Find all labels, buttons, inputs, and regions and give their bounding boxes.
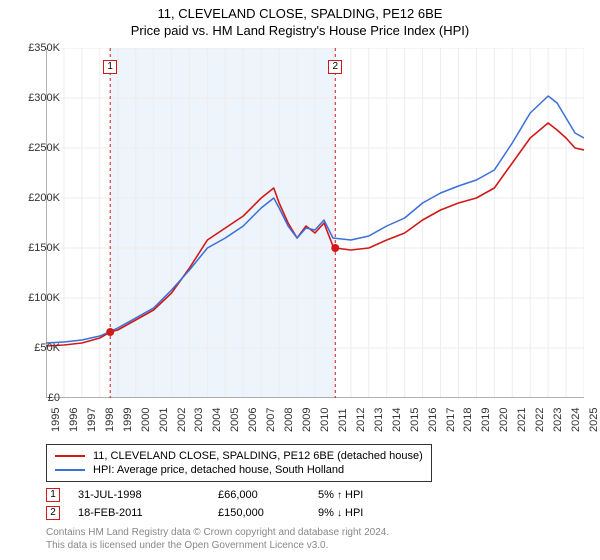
x-tick-label: 2012 bbox=[355, 408, 367, 432]
legend-label: 11, CLEVELAND CLOSE, SPALDING, PE12 6BE … bbox=[93, 450, 423, 462]
x-tick-label: 2002 bbox=[176, 408, 188, 432]
sale-marker-box: 2 bbox=[328, 60, 342, 74]
x-tick-label: 2008 bbox=[283, 408, 295, 432]
y-tick-label: £250K bbox=[16, 142, 60, 154]
sales-row: 1 31-JUL-1998£66,0005% ↑ HPI bbox=[46, 486, 438, 504]
x-tick-label: 2007 bbox=[265, 408, 277, 432]
x-tick-label: 2020 bbox=[498, 408, 510, 432]
x-tick-label: 2016 bbox=[427, 408, 439, 432]
y-tick-label: £200K bbox=[16, 192, 60, 204]
x-tick-label: 2000 bbox=[140, 408, 152, 432]
y-tick-label: £300K bbox=[16, 92, 60, 104]
y-tick-label: £100K bbox=[16, 292, 60, 304]
chart-area bbox=[46, 48, 584, 398]
x-tick-label: 2006 bbox=[247, 408, 259, 432]
x-tick-label: 2004 bbox=[211, 408, 223, 432]
x-tick-label: 2014 bbox=[391, 408, 403, 432]
legend-box: 11, CLEVELAND CLOSE, SPALDING, PE12 6BE … bbox=[46, 444, 432, 482]
sales-price: £150,000 bbox=[218, 507, 318, 519]
y-tick-label: £350K bbox=[16, 42, 60, 54]
x-tick-label: 2010 bbox=[319, 408, 331, 432]
y-tick-label: £0 bbox=[16, 392, 60, 404]
legend-swatch bbox=[55, 469, 85, 471]
sales-table: 1 31-JUL-1998£66,0005% ↑ HPI 2 18-FEB-2011£… bbox=[46, 486, 438, 522]
x-tick-label: 2017 bbox=[445, 408, 457, 432]
title-main: 11, CLEVELAND CLOSE, SPALDING, PE12 6BE bbox=[0, 6, 600, 21]
attribution-line1: Contains HM Land Registry data © Crown c… bbox=[46, 526, 389, 539]
x-tick-label: 2003 bbox=[193, 408, 205, 432]
legend-label: HPI: Average price, detached house, Sout… bbox=[93, 464, 344, 476]
x-tick-label: 2005 bbox=[229, 408, 241, 432]
x-tick-label: 2021 bbox=[516, 408, 528, 432]
sales-pct: 5% ↑ HPI bbox=[318, 489, 438, 501]
x-tick-label: 2024 bbox=[570, 408, 582, 432]
x-tick-label: 1995 bbox=[50, 408, 62, 432]
x-tick-label: 1999 bbox=[122, 408, 134, 432]
x-tick-label: 2025 bbox=[588, 408, 600, 432]
x-tick-label: 2018 bbox=[462, 408, 474, 432]
legend-row: 11, CLEVELAND CLOSE, SPALDING, PE12 6BE … bbox=[55, 449, 423, 463]
chart-titles: 11, CLEVELAND CLOSE, SPALDING, PE12 6BE … bbox=[0, 0, 600, 38]
x-tick-label: 1998 bbox=[104, 408, 116, 432]
x-tick-label: 2023 bbox=[552, 408, 564, 432]
y-tick-label: £50K bbox=[16, 342, 60, 354]
legend-swatch bbox=[55, 455, 85, 457]
sales-date: 18-FEB-2011 bbox=[78, 507, 218, 519]
x-tick-label: 1996 bbox=[68, 408, 80, 432]
chart-container: 11, CLEVELAND CLOSE, SPALDING, PE12 6BE … bbox=[0, 0, 600, 560]
x-tick-label: 2015 bbox=[409, 408, 421, 432]
sales-marker-box: 2 bbox=[46, 506, 60, 520]
y-tick-label: £150K bbox=[16, 242, 60, 254]
x-tick-label: 2011 bbox=[337, 408, 349, 432]
attribution: Contains HM Land Registry data © Crown c… bbox=[46, 526, 389, 552]
legend-row: HPI: Average price, detached house, Sout… bbox=[55, 463, 423, 477]
attribution-line2: This data is licensed under the Open Gov… bbox=[46, 539, 389, 552]
x-tick-label: 2001 bbox=[158, 408, 170, 432]
x-tick-label: 2019 bbox=[480, 408, 492, 432]
x-tick-label: 2009 bbox=[301, 408, 313, 432]
chart-svg bbox=[46, 48, 584, 398]
title-sub: Price paid vs. HM Land Registry's House … bbox=[0, 23, 600, 38]
sales-row: 2 18-FEB-2011£150,0009% ↓ HPI bbox=[46, 504, 438, 522]
x-tick-label: 2022 bbox=[534, 408, 546, 432]
sales-pct: 9% ↓ HPI bbox=[318, 507, 438, 519]
sales-marker-box: 1 bbox=[46, 488, 60, 502]
sales-date: 31-JUL-1998 bbox=[78, 489, 218, 501]
x-tick-label: 2013 bbox=[373, 408, 385, 432]
sale-marker-box: 1 bbox=[103, 60, 117, 74]
sales-price: £66,000 bbox=[218, 489, 318, 501]
x-tick-label: 1997 bbox=[86, 408, 98, 432]
